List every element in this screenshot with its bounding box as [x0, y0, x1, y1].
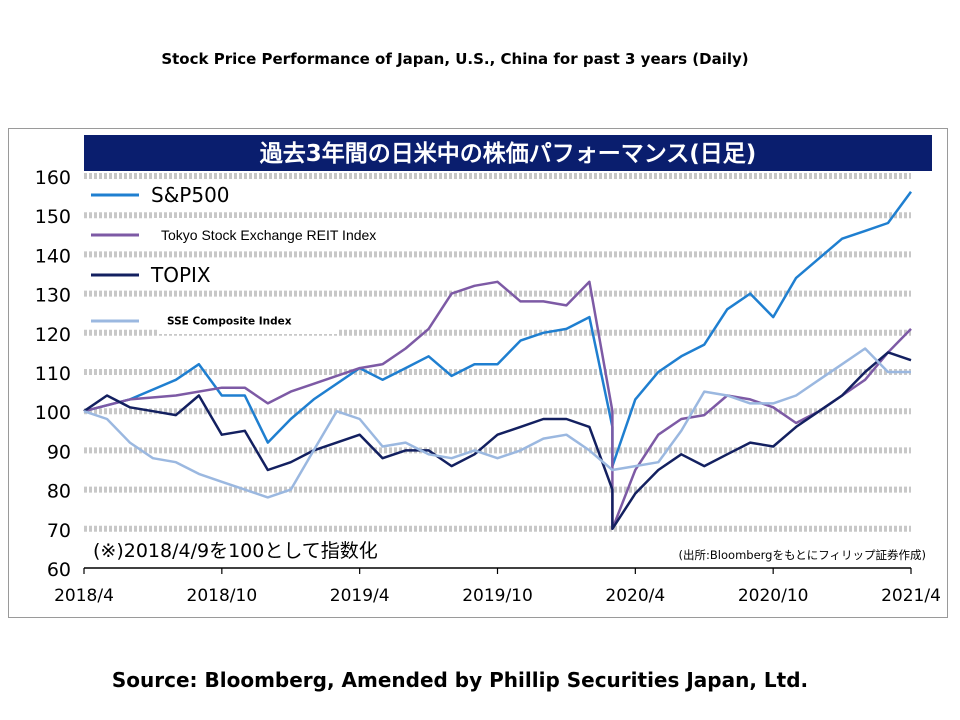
- series-line-s-p500: [83, 190, 913, 468]
- x-tick-label: 2019/4: [330, 586, 390, 606]
- legend-label-background: [159, 304, 339, 334]
- y-tick-label: 90: [47, 441, 71, 463]
- x-tick-label: 2020/4: [605, 586, 665, 606]
- chart-note: (※)2018/4/9を100として指数化: [93, 540, 378, 562]
- legend-label: Tokyo Stock Exchange REIT Index: [161, 227, 376, 243]
- y-tick-label: 130: [35, 285, 71, 307]
- chart-frame: 過去3年間の日米中の株価パフォーマンス(日足) 60 70 80 90 100 110 12…: [8, 128, 948, 618]
- y-tick-label: 120: [35, 324, 71, 346]
- legend-label: S&P500: [151, 183, 230, 207]
- legend-label: TOPIX: [150, 263, 211, 287]
- series-line-tokyo-stock-exchange-reit-index: [83, 280, 912, 531]
- y-tick-label: 100: [35, 402, 71, 424]
- x-tick-label: 2018/4: [54, 586, 114, 606]
- x-tick-label: 2020/10: [738, 586, 809, 606]
- y-tick-label: 140: [35, 245, 71, 267]
- y-tick-label: 160: [35, 167, 71, 189]
- series-line-sse-composite-index: [83, 347, 911, 499]
- y-axis-ticks: 60 70 80 90 100 110 120 130 140 150 160: [35, 167, 71, 581]
- series-line-topix: [83, 351, 912, 531]
- source-note: Source: Bloomberg, Amended by Phillip Se…: [111, 668, 809, 692]
- y-tick-label: 70: [47, 520, 71, 542]
- y-tick-label: 60: [47, 559, 71, 581]
- legend-label: SSE Composite Index: [167, 316, 292, 328]
- chart-title-bar: [84, 135, 932, 171]
- legend: S&P500 Tokyo Stock Exchange REIT Index TOP…: [91, 183, 435, 334]
- chart-credit: (出所:Bloombergをもとにフィリップ証券作成): [679, 548, 926, 562]
- x-axis-ticks: 2018/4 2018/10 2019/4 2019/10 2020/4 2020/10 2…: [54, 568, 941, 606]
- x-tick-label: 2018/10: [187, 586, 258, 606]
- gridlines: [84, 173, 911, 532]
- legend-label-background: [153, 218, 435, 248]
- slide-title: Stock Price Performance of Japan, U.S., …: [161, 50, 749, 68]
- line-chart: 過去3年間の日米中の株価パフォーマンス(日足) 60 70 80 90 100 110 12…: [35, 135, 941, 606]
- y-tick-label: 110: [35, 363, 71, 385]
- x-tick-label: 2021/4: [881, 586, 941, 606]
- x-tick-label: 2019/10: [462, 586, 533, 606]
- series-lines: [83, 190, 913, 531]
- y-tick-label: 80: [47, 481, 71, 503]
- chart-title: 過去3年間の日米中の株価パフォーマンス(日足): [260, 140, 757, 167]
- y-tick-label: 150: [35, 206, 71, 228]
